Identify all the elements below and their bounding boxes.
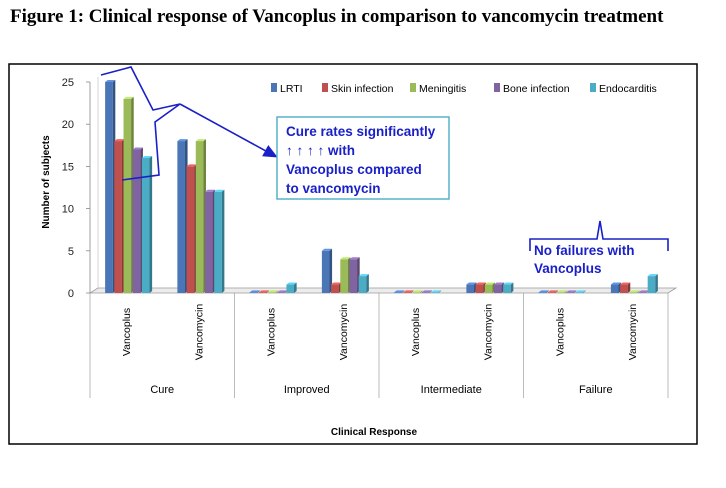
bar [503,282,514,293]
bar [105,80,116,293]
bar [114,139,125,293]
bar [412,290,423,293]
bar [340,257,351,293]
svg-text:Skin infection: Skin infection [331,83,394,95]
bar [647,274,658,293]
bar [214,189,225,293]
bar [430,290,442,293]
y-tick-label: 5 [68,246,74,258]
bar [475,282,486,293]
y-axis-label: Number of subjects [41,135,52,229]
bar [566,290,577,293]
bar [629,290,640,293]
x-axis-label: Clinical Response [331,427,418,438]
bar [538,290,549,293]
bar [268,290,279,293]
bar [403,290,414,293]
legend-item: Bone infection [494,83,570,95]
bar [349,257,360,293]
bar [321,248,333,293]
bar [177,139,188,293]
bar [258,290,270,293]
svg-text:Meningitis: Meningitis [419,83,466,95]
group-label: Failure [579,384,613,396]
legend-item: Skin infection [322,83,394,95]
svg-text:LRTI: LRTI [280,83,303,95]
annotation-cure-line-1: Cure rates significantly [286,124,436,139]
category-label: Vancoplus [266,308,278,356]
category-label: Vancomycin [627,304,639,361]
category-label: Vancoplus [410,308,422,356]
y-tick-label: 0 [68,288,74,300]
annotation-cure-line-2: ↑ ↑ ↑ ↑ with [286,143,355,158]
group-label: Improved [284,384,330,396]
bar [141,155,153,293]
group-label: Cure [150,384,174,396]
annotation-cure: Cure rates significantly ↑ ↑ ↑ ↑ with Va… [100,66,450,200]
y-tick-label: 25 [62,77,74,89]
y-tick-label: 20 [62,119,74,131]
bar [466,282,477,293]
bar [331,282,342,293]
annotation-failure: No failures with Vancoplus [529,220,669,276]
bar [484,282,495,293]
annotation-failure-line-1: No failures with [534,243,635,258]
bar [421,290,432,293]
svg-text:Endocarditis: Endocarditis [599,83,657,95]
annotation-cure-arrow [179,103,278,158]
figure-title: Figure 1: Clinical response of Vancoplus… [10,6,664,27]
legend: LRTI Skin infection Meningitis Bone infecti… [271,83,657,95]
category-label: Vancoplus [555,308,567,356]
svg-text:Bone infection: Bone infection [503,83,570,95]
bar [358,274,369,293]
annotation-failure-line-2: Vancoplus [534,261,602,276]
bar [195,139,206,293]
bar [610,282,622,293]
bar [547,290,559,293]
category-label: Vancomycin [482,304,494,361]
bar [249,290,260,293]
y-tick-label: 15 [62,161,74,173]
annotation-cure-line-4: to vancomycin [286,181,381,196]
bar [286,282,297,293]
category-label: Vancomycin [193,304,205,361]
bar [123,96,134,293]
legend-item: Endocarditis [590,83,657,95]
group-label: Intermediate [421,384,482,396]
annotation-cure-line-3: Vancoplus compared [286,162,422,177]
bar [132,147,143,293]
legend-item: LRTI [271,83,303,95]
annotation-cure-box [276,116,450,200]
legend-item: Meningitis [410,83,466,95]
category-label: Vancomycin [338,304,350,361]
bar [620,282,631,293]
bar [557,290,568,293]
y-tick-label: 10 [62,204,74,216]
bar [493,282,505,293]
category-label: Vancoplus [121,308,133,356]
annotation-failure-brace [529,220,669,251]
bar [394,290,405,293]
bar [204,189,216,293]
bar [575,290,586,293]
bar [186,164,197,293]
